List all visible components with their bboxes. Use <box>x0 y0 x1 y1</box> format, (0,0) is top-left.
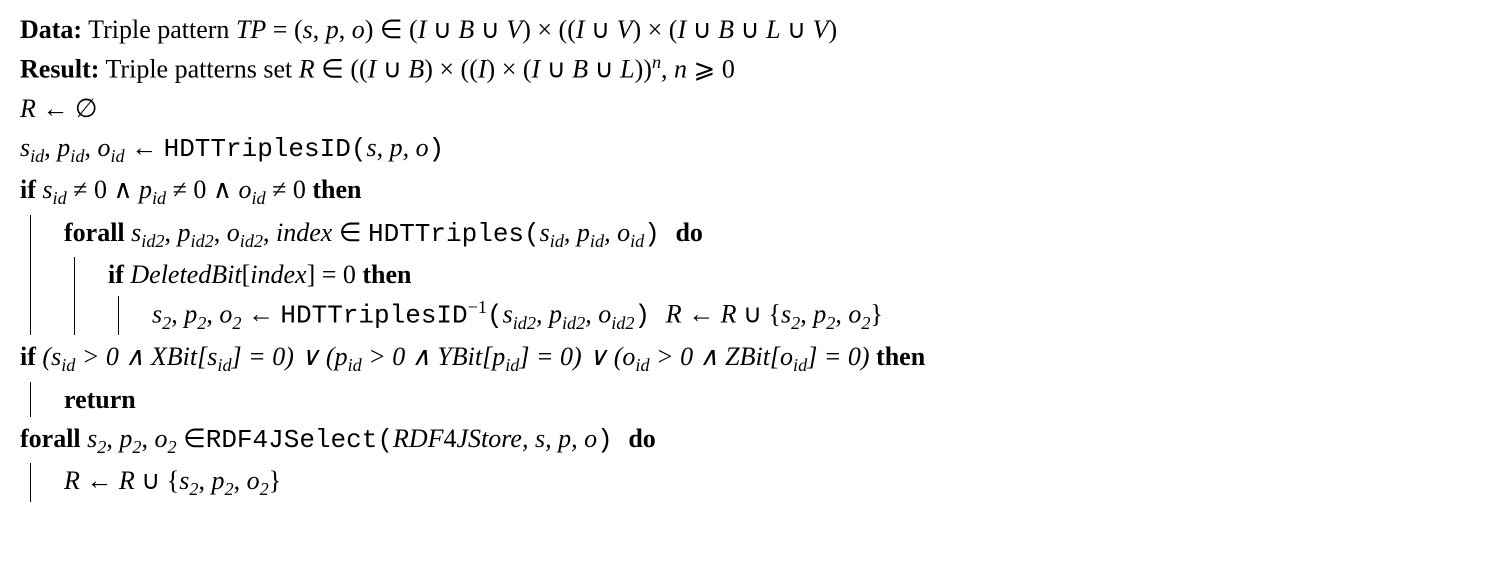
if-bits-line: if (sid > 0 ∧ XBit[sid] = 0) ∨ (pid > 0 … <box>20 337 1482 379</box>
forall-block: if DeletedBit[index] = 0 then s2, p2, o2… <box>20 255 1482 337</box>
if-block: forall sid2, pid2, oid2, index ∈ HDTTrip… <box>20 213 1482 338</box>
inverse-line: s2, p2, o2 ← HDTTriplesID−1(sid2, pid2, … <box>20 294 1482 337</box>
result-label: Result: <box>20 55 99 84</box>
forall-rdf4j-line: forall s2, p2, o2 ∈RDF4JSelect(RDF4JStor… <box>20 419 1482 461</box>
hdt-id-line: sid, pid, oid ← HDTTriplesID(s, p, o) <box>20 128 1482 170</box>
union-block: R ← R ∪ {s2, p2, o2} <box>20 461 1482 503</box>
if-nonzero-line: if sid ≠ 0 ∧ pid ≠ 0 ∧ oid ≠ 0 then <box>20 170 1482 212</box>
result-line: Result: Triple patterns set R ∈ ((I ∪ B)… <box>20 49 1482 89</box>
return-block: return <box>20 380 1482 419</box>
if-deleted-line: if DeletedBit[index] = 0 then <box>20 255 1482 294</box>
return-line: return <box>20 380 1482 419</box>
deleted-block: s2, p2, o2 ← HDTTriplesID−1(sid2, pid2, … <box>20 294 1482 337</box>
init-r-line: R ← ∅ <box>20 89 1482 128</box>
data-line: Data: Triple pattern TP = (s, p, o) ∈ (I… <box>20 10 1482 49</box>
union-line: R ← R ∪ {s2, p2, o2} <box>20 461 1482 503</box>
data-label: Data: <box>20 15 82 44</box>
forall-line: forall sid2, pid2, oid2, index ∈ HDTTrip… <box>20 213 1482 255</box>
